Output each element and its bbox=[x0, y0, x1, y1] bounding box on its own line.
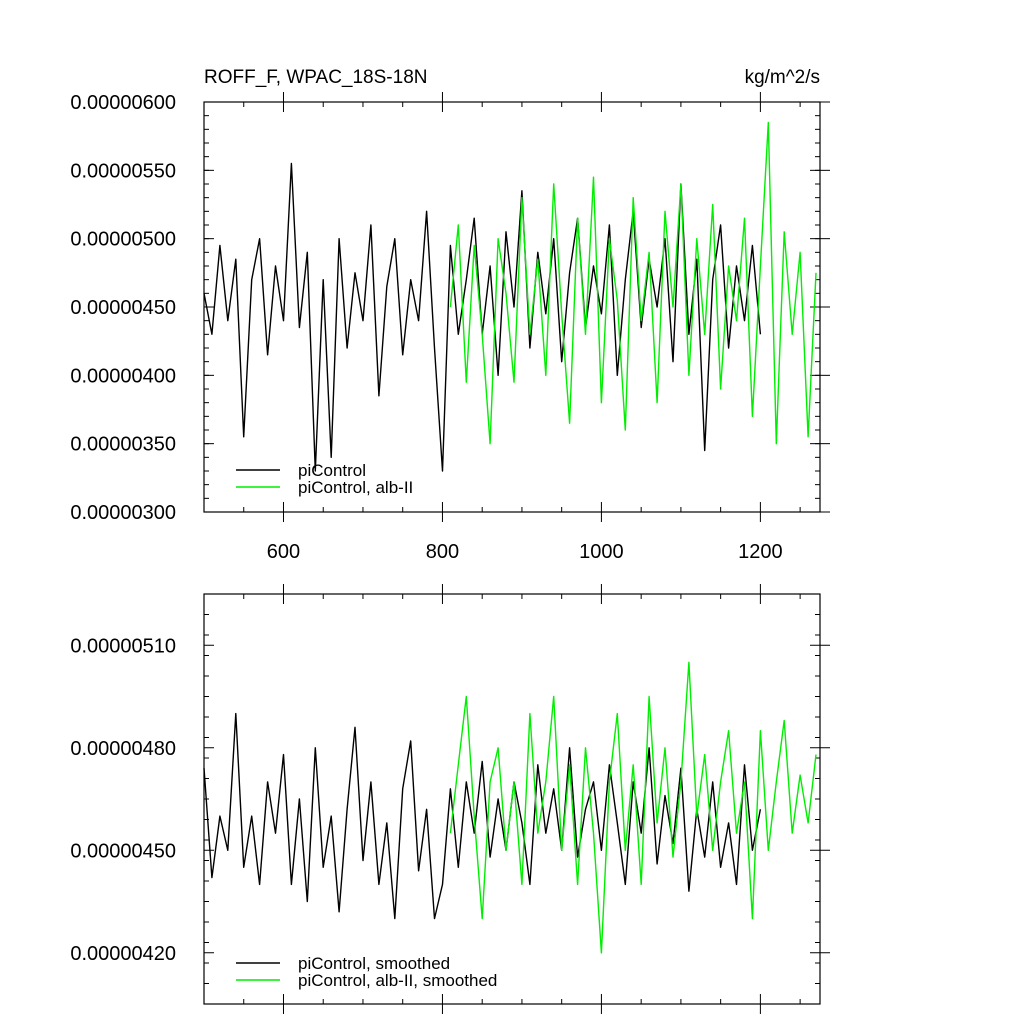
series-line bbox=[449, 661, 817, 954]
y-tick-label: 0.00000500 bbox=[70, 229, 176, 251]
chart-title: ROFF_F, WPAC_18S-18N bbox=[204, 67, 427, 88]
x-tick-label: 800 bbox=[426, 541, 459, 563]
legend-label: piControl, smoothed bbox=[298, 954, 450, 973]
bottom-series-lines bbox=[203, 661, 817, 954]
legend-label: piControl bbox=[298, 461, 366, 480]
x-tick-label: 1200 bbox=[738, 541, 783, 563]
y-tick-label: 0.00000420 bbox=[70, 943, 176, 965]
y-tick-label: 0.00000300 bbox=[70, 502, 176, 524]
series-line bbox=[203, 712, 762, 920]
legend-label: piControl, alb-II bbox=[298, 478, 413, 497]
y-tick-label: 0.00000600 bbox=[70, 92, 176, 114]
units-label: kg/m^2/s bbox=[745, 67, 820, 88]
top-y-tick-labels: 0.00000300 0.00000350 0.00000400 0.00000450… bbox=[70, 92, 176, 524]
top-series-lines bbox=[203, 121, 817, 472]
y-tick-label: 0.00000450 bbox=[70, 297, 176, 319]
top-x-tick-labels: 600 800 1000 1200 bbox=[267, 541, 783, 563]
bottom-panel: 0.00000420 0.00000450 0.00000480 0.00000510… bbox=[70, 584, 830, 1014]
y-tick-label: 0.00000510 bbox=[70, 635, 176, 657]
y-tick-label: 0.00000350 bbox=[70, 434, 176, 456]
series-line bbox=[203, 162, 762, 472]
legend-label: piControl, alb-II, smoothed bbox=[298, 971, 497, 990]
x-tick-label: 600 bbox=[267, 541, 300, 563]
bottom-y-tick-labels: 0.00000420 0.00000450 0.00000480 0.00000510 bbox=[70, 635, 176, 965]
top-axis-ticks bbox=[203, 92, 830, 522]
series-line bbox=[449, 121, 817, 445]
top-plot-frame bbox=[203, 101, 821, 513]
y-tick-label: 0.00000480 bbox=[70, 738, 176, 760]
y-tick-label: 0.00000400 bbox=[70, 365, 176, 387]
bottom-axis-ticks bbox=[203, 584, 830, 1014]
y-tick-label: 0.00000550 bbox=[70, 160, 176, 182]
top-panel: ROFF_F, WPAC_18S-18N kg/m^2/s 0.00000300… bbox=[70, 67, 830, 563]
x-tick-label: 1000 bbox=[579, 541, 624, 563]
y-tick-label: 0.00000450 bbox=[70, 840, 176, 862]
